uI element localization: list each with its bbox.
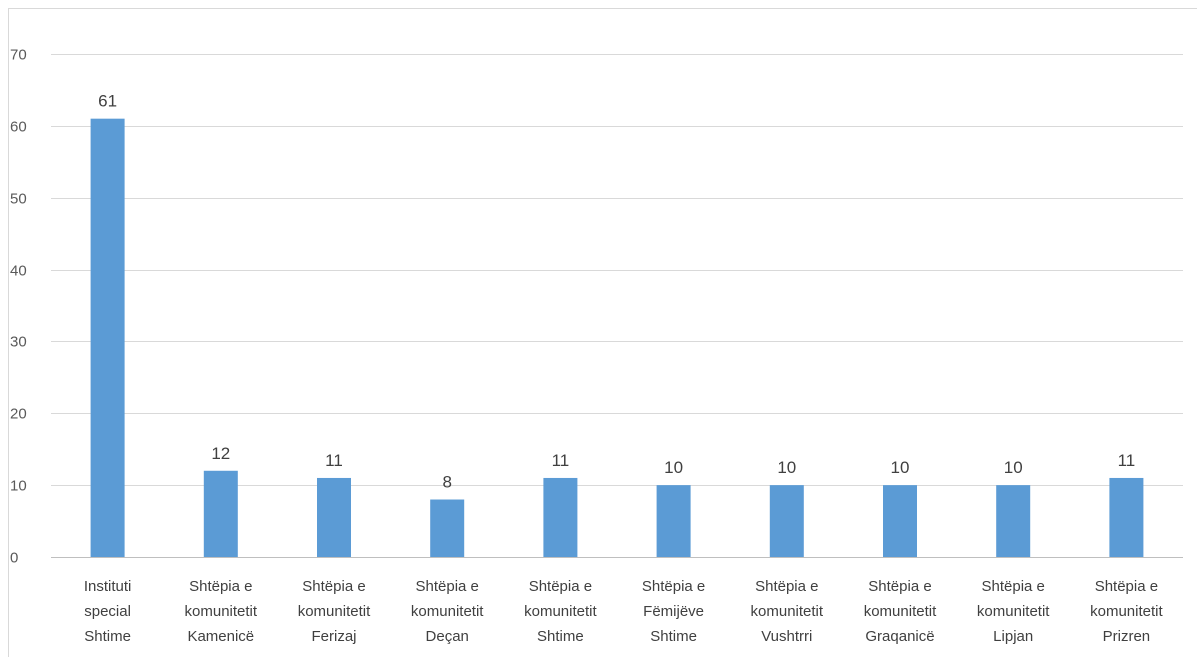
bar xyxy=(317,477,351,557)
y-tick-label: 60 xyxy=(10,119,27,136)
y-tick-label: 20 xyxy=(10,406,27,423)
gridlines xyxy=(51,54,1183,558)
x-tick-label-line: Deçan xyxy=(426,628,469,645)
bar xyxy=(90,118,125,558)
bar xyxy=(769,485,804,557)
bar xyxy=(430,499,465,557)
x-tick-label-line: Kamenicë xyxy=(187,628,254,645)
x-tick-label-line: Shtime xyxy=(84,628,131,645)
x-tick-label-line: Shtëpia e xyxy=(529,578,592,595)
bar xyxy=(996,485,1031,557)
x-tick-label-line: Fëmijëve xyxy=(643,603,704,620)
x-tick-label: Shtëpia e komunitetit Vushtrri xyxy=(751,578,824,645)
x-tick-label-line: Instituti xyxy=(84,578,132,595)
x-tick-label-line: komunitetit xyxy=(298,603,371,620)
x-tick-label: Shtëpia e komunitetit Kamenicë xyxy=(185,578,258,645)
x-tick-label-line: Ferizaj xyxy=(311,628,356,645)
chart-frame xyxy=(8,8,1197,657)
y-tick-label: 30 xyxy=(10,334,27,351)
bar xyxy=(543,477,578,557)
x-tick-label: Shtëpia e komunitetit Deçan xyxy=(411,578,484,645)
x-tick-label-line: komunitetit xyxy=(751,603,824,620)
x-tick-label-line: komunitetit xyxy=(977,603,1050,620)
bar xyxy=(203,470,238,557)
x-tick-label-line: Graqanicë xyxy=(865,628,934,645)
x-tick-label-line: komunitetit xyxy=(524,603,597,620)
x-tick-label-line: komunitetit xyxy=(185,603,258,620)
x-tick-label-line: Shtëpia e xyxy=(982,578,1045,595)
y-tick-label: 40 xyxy=(10,263,27,280)
x-tick-label-line: Vushtrri xyxy=(761,628,812,645)
data-label: 11 xyxy=(1118,451,1136,470)
y-tick-label: 70 xyxy=(10,47,27,64)
x-tick-label: Shtëpia e komunitetit Graqanicë xyxy=(864,578,937,645)
y-tick-label: 10 xyxy=(10,478,27,495)
x-tick-label-line: Shtëpia e xyxy=(642,578,705,595)
x-tick-label-line: Shtime xyxy=(650,628,697,645)
x-tick-label: Shtëpia e komunitetit Ferizaj xyxy=(298,578,371,645)
data-labels: 61 12 11 8 11 10 10 10 10 11 xyxy=(98,92,1135,492)
x-tick-label-line: Shtime xyxy=(537,628,584,645)
x-tick-label-line: komunitetit xyxy=(1090,603,1163,620)
x-tick-label-line: Shtëpia e xyxy=(868,578,931,595)
x-tick-label: Instituti special Shtime xyxy=(84,578,132,645)
x-tick-label-line: Shtëpia e xyxy=(189,578,252,595)
data-label: 10 xyxy=(1004,458,1023,477)
data-label: 12 xyxy=(211,444,230,463)
data-label: 10 xyxy=(664,458,683,477)
data-label: 61 xyxy=(98,92,117,111)
x-axis-categories: Instituti special Shtime Shtëpia e komunitet… xyxy=(84,578,1164,645)
x-tick-label: Shtëpia e Fëmijëve Shtime xyxy=(642,578,705,645)
x-tick-label: Shtëpia e komunitetit Lipjan xyxy=(977,578,1050,645)
data-label: 10 xyxy=(891,458,910,477)
x-tick-label: Shtëpia e komunitetit Shtime xyxy=(524,578,597,645)
y-axis: 0 10 20 30 40 50 60 70 xyxy=(10,47,27,567)
x-tick-label-line: Lipjan xyxy=(993,628,1033,645)
y-tick-label: 0 xyxy=(10,550,18,567)
x-tick-label-line: komunitetit xyxy=(411,603,484,620)
y-tick-label: 50 xyxy=(10,191,27,208)
x-tick-label-line: special xyxy=(84,603,131,620)
x-tick-label-line: Prizren xyxy=(1103,628,1151,645)
x-tick-label-line: komunitetit xyxy=(864,603,937,620)
x-tick-label: Shtëpia e komunitetit Prizren xyxy=(1090,578,1163,645)
bar xyxy=(883,485,917,557)
bar xyxy=(656,485,691,557)
bar xyxy=(1109,477,1144,557)
x-tick-label-line: Shtëpia e xyxy=(1095,578,1158,595)
data-label: 10 xyxy=(777,458,796,477)
bars xyxy=(90,118,1144,558)
data-label: 11 xyxy=(325,451,343,470)
x-tick-label-line: Shtëpia e xyxy=(755,578,818,595)
x-tick-label-line: Shtëpia e xyxy=(302,578,365,595)
x-tick-label-line: Shtëpia e xyxy=(416,578,479,595)
data-label: 8 xyxy=(442,473,451,492)
data-label: 11 xyxy=(552,451,570,470)
